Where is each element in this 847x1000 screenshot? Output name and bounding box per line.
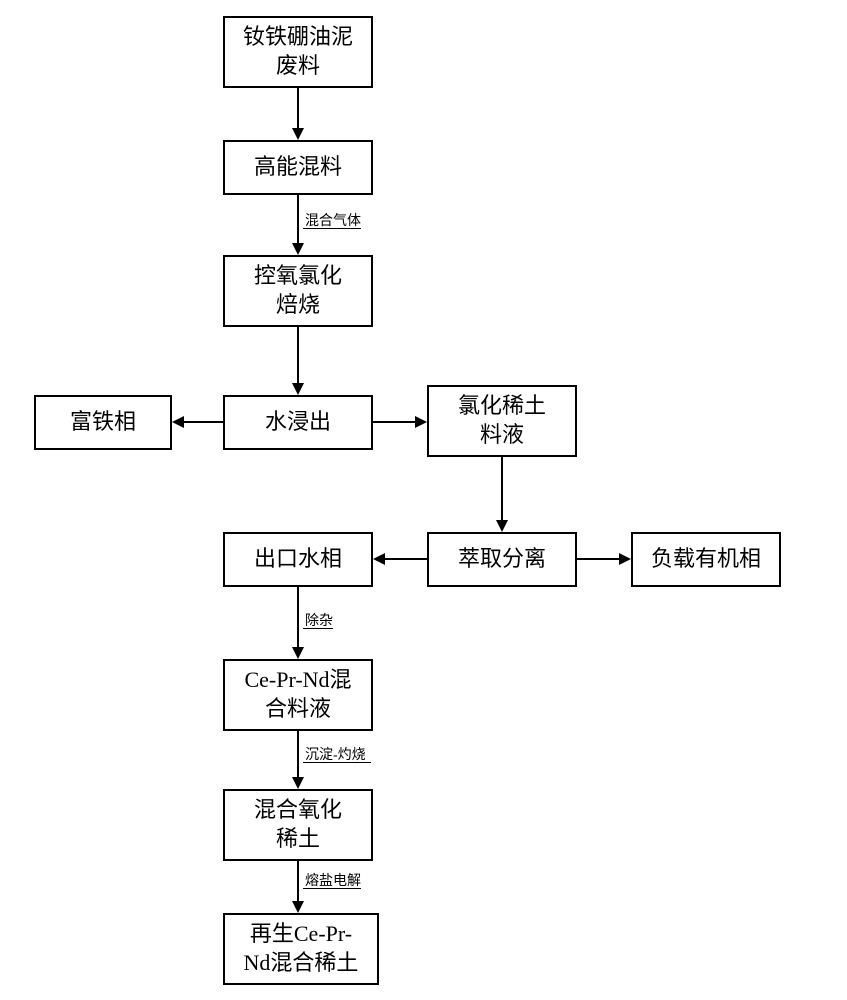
node-regenerated: 再生Ce-Pr-Nd混合稀土 <box>223 913 379 985</box>
edge-arrow <box>297 88 299 130</box>
node-label: Ce-Pr-Nd混合料液 <box>244 666 351 723</box>
edge-arrow <box>385 558 427 560</box>
node-chloride: 氯化稀土料液 <box>427 385 577 457</box>
node-label: 氯化稀土料液 <box>458 392 546 449</box>
edge-arrow <box>297 327 299 385</box>
edge-arrow <box>184 421 223 423</box>
node-label: 富铁相 <box>70 408 136 437</box>
arrow-head-icon <box>373 553 385 565</box>
node-roasting: 控氧氯化焙烧 <box>223 255 373 327</box>
arrow-head-icon <box>292 647 304 659</box>
node-iron-phase: 富铁相 <box>34 395 172 450</box>
node-label: 负载有机相 <box>651 545 761 574</box>
arrow-head-icon <box>415 416 427 428</box>
edge-arrow <box>373 421 415 423</box>
node-mixed-oxide: 混合氧化稀土 <box>223 789 373 861</box>
arrow-head-icon <box>496 520 508 532</box>
node-outlet-aqueous: 出口水相 <box>223 532 373 587</box>
label-underline <box>303 762 371 763</box>
edge-arrow <box>577 558 619 560</box>
edge-label-precipitate: 沉淀-灼烧 <box>303 744 368 764</box>
arrow-head-icon <box>292 383 304 395</box>
arrow-head-icon <box>292 243 304 255</box>
edge-arrow <box>297 195 299 245</box>
arrow-head-icon <box>172 416 184 428</box>
node-ceprnd-liquid: Ce-Pr-Nd混合料液 <box>223 659 373 731</box>
node-label: 出口水相 <box>254 545 342 574</box>
edge-label-impurity: 除杂 <box>303 610 335 630</box>
node-organic-phase: 负载有机相 <box>631 532 781 587</box>
edge-arrow <box>297 587 299 649</box>
arrow-head-icon <box>292 901 304 913</box>
edge-label-electrolysis: 熔盐电解 <box>303 870 363 890</box>
node-waste: 钕铁硼油泥废料 <box>223 16 373 88</box>
edge-arrow <box>501 457 503 522</box>
node-water-leach: 水浸出 <box>223 395 373 450</box>
node-mixing: 高能混料 <box>223 140 373 195</box>
label-underline <box>303 228 361 229</box>
arrow-head-icon <box>292 777 304 789</box>
edge-arrow <box>297 861 299 903</box>
arrow-head-icon <box>619 553 631 565</box>
node-label: 再生Ce-Pr-Nd混合稀土 <box>244 920 359 977</box>
node-label: 混合氧化稀土 <box>254 796 342 853</box>
node-label: 水浸出 <box>265 408 331 437</box>
node-label: 萃取分离 <box>458 545 546 574</box>
node-label: 钕铁硼油泥废料 <box>243 23 353 80</box>
node-extraction: 萃取分离 <box>427 532 577 587</box>
node-label: 控氧氯化焙烧 <box>254 262 342 319</box>
label-underline <box>303 628 333 629</box>
arrow-head-icon <box>292 128 304 140</box>
edge-label-mixed-gas: 混合气体 <box>303 210 363 230</box>
node-label: 高能混料 <box>254 153 342 182</box>
label-underline <box>303 888 361 889</box>
edge-arrow <box>297 731 299 779</box>
